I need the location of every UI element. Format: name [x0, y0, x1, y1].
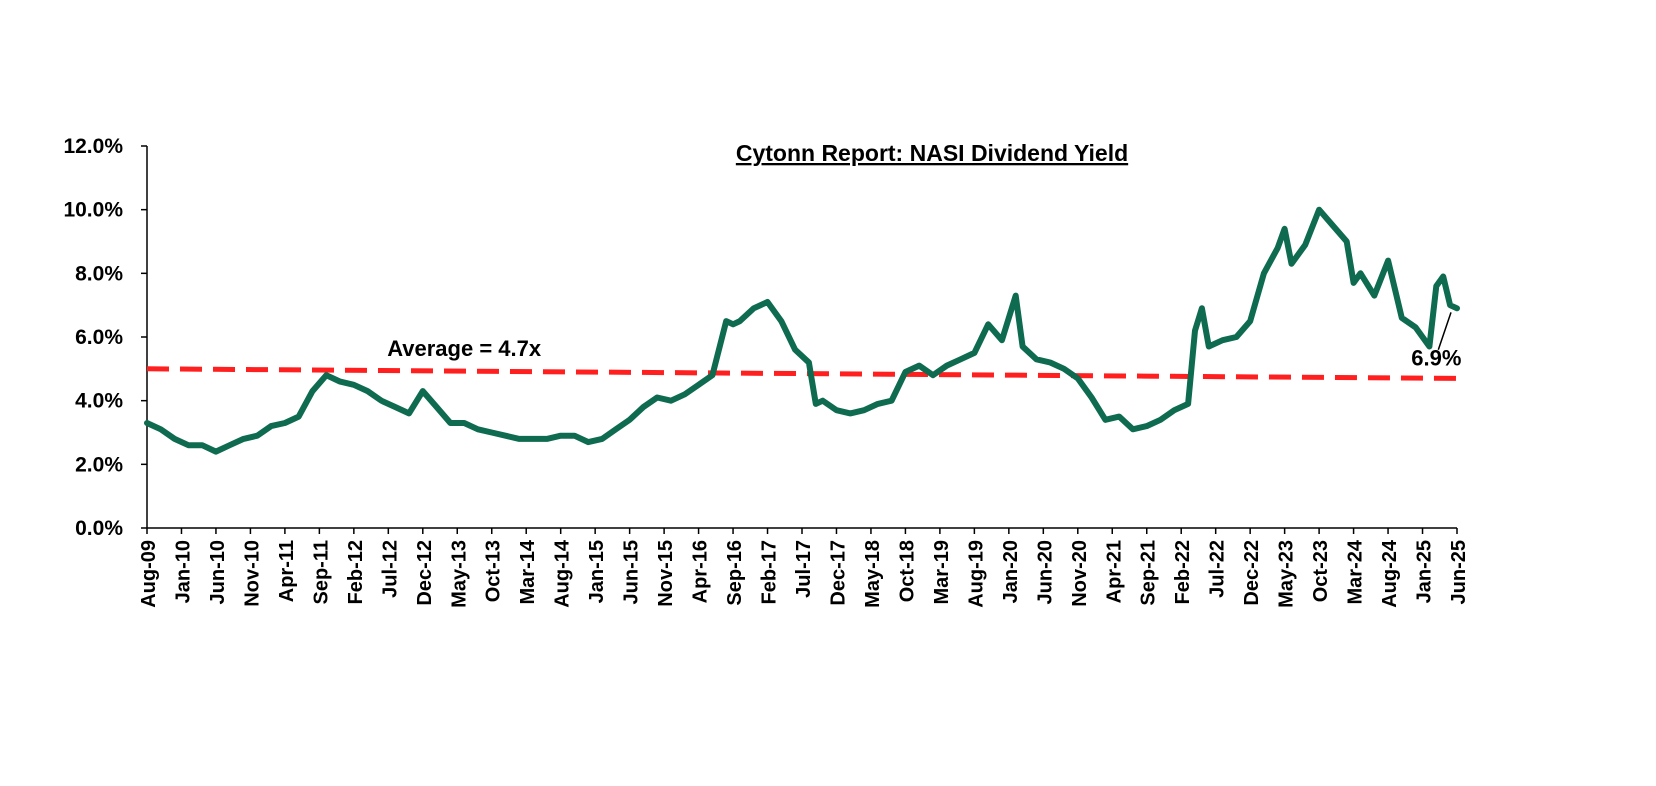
x-tick-label: Jul-17 [793, 540, 815, 598]
y-axis-ticks: 0.0% 2.0% 4.0% 6.0% 8.0% 10.0% 12.0% [63, 135, 147, 540]
x-tick-label: Mar-24 [1345, 539, 1367, 604]
x-tick-label: Jan-25 [1414, 540, 1436, 603]
x-tick-label: Aug-09 [138, 540, 160, 608]
x-tick-label: Nov-10 [241, 540, 263, 607]
x-tick-label: Apr-11 [276, 540, 298, 602]
y-tick-label: 2.0% [75, 453, 123, 476]
x-tick-label: Feb-17 [759, 540, 781, 604]
x-tick-label: Jan-10 [172, 540, 194, 603]
x-tick-label: Sep-11 [310, 540, 332, 604]
axes [146, 146, 1457, 529]
y-tick-label: 4.0% [75, 390, 123, 413]
x-tick-label: Dec-17 [827, 540, 849, 606]
x-tick-label: May-23 [1276, 540, 1298, 608]
x-tick-label: Jul-12 [379, 540, 401, 598]
x-tick-label: May-18 [862, 540, 884, 608]
x-tick-label: Feb-22 [1172, 540, 1194, 604]
x-tick-label: Aug-14 [552, 539, 574, 608]
average-annotation: Average = 4.7x [387, 336, 542, 361]
x-tick-label: Dec-22 [1241, 540, 1263, 606]
x-tick-label: Mar-14 [517, 539, 539, 604]
x-tick-label: Jan-20 [1000, 540, 1022, 603]
y-tick-label: 0.0% [75, 517, 123, 540]
average-line [146, 366, 1458, 381]
x-tick-label: Mar-19 [931, 540, 953, 604]
x-tick-label: Dec-12 [414, 540, 436, 606]
x-tick-label: Nov-15 [655, 540, 677, 607]
series-layer [144, 206, 1460, 455]
x-tick-label: Sep-16 [724, 540, 746, 606]
x-tick-label: May-13 [448, 540, 470, 608]
x-tick-label: Jun-20 [1034, 540, 1056, 604]
x-tick-label: Sep-21 [1138, 540, 1160, 606]
x-axis-ticks: Aug-09 Jan-10 Jun-10 Nov-10 Apr-11 Sep-11 Feb-… [138, 528, 1470, 608]
latest-value-annotation: 6.9% [1411, 346, 1461, 371]
x-tick-label: Apr-16 [690, 540, 712, 603]
dividend-yield-line [144, 206, 1460, 455]
x-tick-label: Jun-25 [1448, 540, 1470, 604]
x-tick-label: Jun-15 [621, 540, 643, 604]
x-tick-label: Oct-13 [483, 540, 505, 602]
x-tick-label: Oct-23 [1310, 540, 1332, 602]
x-tick-label: Jan-15 [586, 540, 608, 603]
y-tick-label: 10.0% [63, 199, 123, 222]
y-tick-label: 12.0% [63, 135, 123, 158]
x-tick-label: Aug-19 [965, 540, 987, 608]
x-tick-label: Feb-12 [345, 540, 367, 604]
x-tick-label: Jun-10 [207, 540, 229, 604]
x-tick-label: Nov-20 [1069, 540, 1091, 607]
latest-value-leader-line [1437, 312, 1452, 350]
x-tick-label: Oct-18 [896, 540, 918, 602]
x-tick-label: Aug-24 [1379, 539, 1401, 608]
x-tick-label: Apr-21 [1103, 540, 1125, 603]
x-tick-label: Jul-22 [1207, 540, 1229, 598]
y-tick-label: 6.0% [75, 326, 123, 349]
y-tick-label: 8.0% [75, 262, 123, 285]
annotations: Average = 4.7x 6.9% [387, 312, 1461, 371]
chart-title: Cytonn Report: NASI Dividend Yield [736, 140, 1128, 166]
